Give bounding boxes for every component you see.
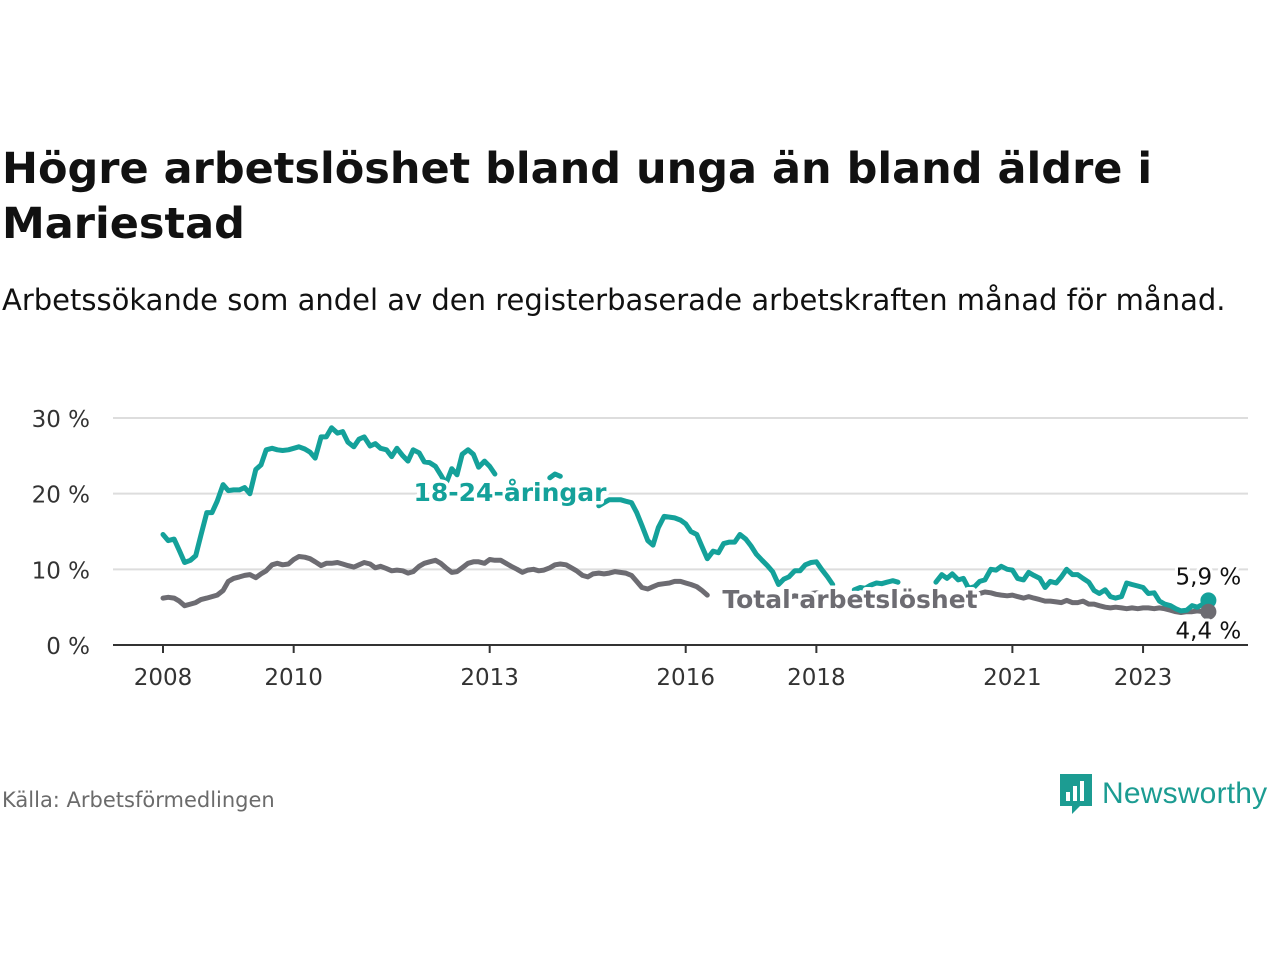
- y-tick-label: 0 %: [46, 634, 90, 660]
- x-axis: 2008 2010 2013 2016 2018 2021 2023: [113, 644, 1248, 691]
- series-label-18-24: 18-24-åringar: [414, 478, 608, 507]
- series-line-18-24: [160, 425, 1211, 614]
- chart-subtitle: Arbetssökande som andel av den registerb…: [2, 283, 1226, 317]
- end-dot-18-24: [1200, 592, 1217, 609]
- series-label-total-halo: Total arbetslöshet: [722, 585, 977, 614]
- x-tick-label: 2010: [264, 665, 323, 691]
- newsworthy-logo: Newsworthy: [1058, 772, 1267, 816]
- end-label-18-24: 5,9 %: [1176, 564, 1242, 590]
- end-label-total: 4,4 %: [1176, 619, 1242, 645]
- newsworthy-logo-text: Newsworthy: [1102, 777, 1268, 810]
- x-tick-label: 2021: [983, 665, 1042, 691]
- chart-title: Högre arbetslöshet bland unga än bland ä…: [2, 144, 1153, 249]
- series-label-total: Total arbetslöshet: [722, 585, 977, 614]
- newsworthy-logo-icon: [1060, 774, 1092, 814]
- y-tick-label: 20 %: [32, 483, 90, 509]
- end-dot-total: [1200, 603, 1217, 620]
- y-axis-labels: 0 % 10 % 20 % 30 %: [32, 407, 90, 660]
- end-label-total-halo: 4,4 %: [1176, 619, 1242, 645]
- grid-lines: [113, 417, 1248, 571]
- end-label-18-24-halo: 5,9 %: [1176, 564, 1242, 590]
- series-lines: [160, 425, 1217, 620]
- x-tick-label: 2016: [656, 665, 715, 691]
- x-tick-label: 2008: [134, 665, 193, 691]
- y-tick-label: 10 %: [32, 558, 90, 584]
- series-label-18-24-halo: 18-24-åringar: [414, 478, 608, 507]
- x-tick-label: 2013: [460, 665, 519, 691]
- series-line-total: [160, 554, 1211, 615]
- x-tick-label: 2023: [1114, 665, 1173, 691]
- x-tick-label: 2018: [787, 665, 846, 691]
- source-note: Källa: Arbetsförmedlingen: [2, 788, 275, 812]
- y-tick-label: 30 %: [32, 407, 90, 433]
- line-chart: 0 % 10 % 20 % 30 % 2008 2010 2013 2016 2018 2021…: [32, 407, 1248, 691]
